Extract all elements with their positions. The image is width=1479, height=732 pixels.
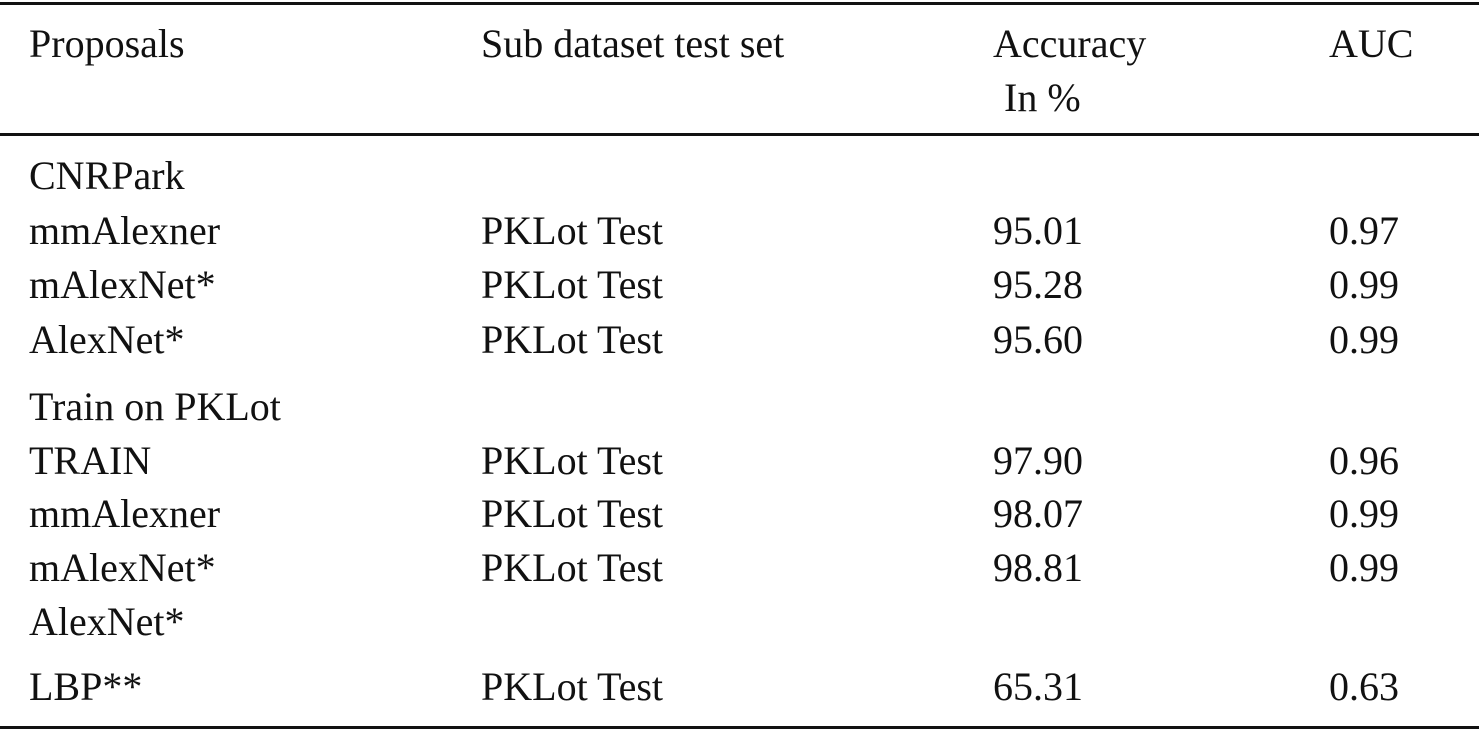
header-auc: AUC <box>1329 21 1414 66</box>
cell-proposal: mmAlexner <box>29 208 221 253</box>
cell-accuracy: 97.90 <box>993 438 1083 483</box>
header-accuracy: Accuracy In % <box>993 17 1146 125</box>
cell-auc: 0.99 <box>1329 317 1399 362</box>
cell-proposal: mAlexNet* <box>29 545 216 590</box>
cell-subset: PKLot Test <box>481 262 664 307</box>
cell-accuracy: 98.81 <box>993 545 1083 590</box>
cell-accuracy: 65.31 <box>993 664 1083 709</box>
cell-accuracy: 95.01 <box>993 208 1083 253</box>
cell-auc: 0.96 <box>1329 438 1399 483</box>
cell-auc: 0.63 <box>1329 664 1399 709</box>
cell-accuracy: 98.07 <box>993 491 1083 536</box>
cell-proposal: TRAIN <box>29 438 152 483</box>
header-accuracy-line2: In % <box>1004 75 1081 120</box>
cell-proposal: mAlexNet* <box>29 262 216 307</box>
cell-auc: 0.99 <box>1329 491 1399 536</box>
cell-subset: PKLot Test <box>481 438 664 483</box>
cell-proposal: AlexNet* <box>29 599 185 644</box>
cell-auc: 0.97 <box>1329 208 1399 253</box>
table-header-rule <box>0 133 1479 136</box>
cell-proposal: Train on PKLot <box>29 384 281 429</box>
header-accuracy-line1: Accuracy <box>993 21 1147 66</box>
cell-proposal: LBP** <box>29 664 143 709</box>
header-proposals: Proposals <box>29 21 185 66</box>
cell-auc: 0.99 <box>1329 262 1399 307</box>
header-subset: Sub dataset test set <box>481 21 785 66</box>
cell-proposal: CNRPark <box>29 153 185 198</box>
cell-proposal: AlexNet* <box>29 317 185 362</box>
cell-subset: PKLot Test <box>481 491 664 536</box>
cell-subset: PKLot Test <box>481 208 664 253</box>
cell-subset: PKLot Test <box>481 664 664 709</box>
cell-auc: 0.99 <box>1329 545 1399 590</box>
table-bottom-rule <box>0 726 1479 729</box>
cell-subset: PKLot Test <box>481 545 664 590</box>
table-top-rule <box>0 2 1479 5</box>
cell-subset: PKLot Test <box>481 317 664 362</box>
cell-proposal: mmAlexner <box>29 491 221 536</box>
cell-accuracy: 95.28 <box>993 262 1083 307</box>
cell-accuracy: 95.60 <box>993 317 1083 362</box>
